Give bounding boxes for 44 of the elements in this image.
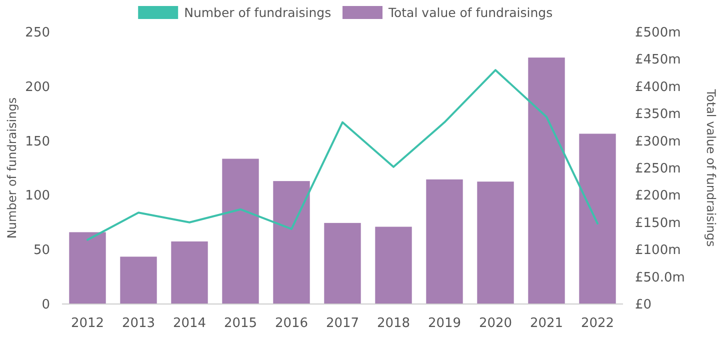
bar: [375, 226, 412, 304]
y2-tick-label: £150m: [635, 216, 681, 231]
bar: [324, 222, 361, 304]
bar: [222, 158, 259, 304]
line-series: [86, 69, 598, 241]
x-tick-label: 2021: [530, 316, 564, 331]
x-tick-label: 2020: [478, 316, 512, 331]
bar: [579, 134, 616, 304]
y-tick-label: 200: [25, 80, 50, 95]
x-tick-label: 2013: [122, 316, 156, 331]
bar: [69, 232, 106, 304]
y-tick-label: 0: [42, 298, 50, 312]
bar: [528, 58, 565, 304]
y-axis-title: Number of fundraisings: [5, 97, 19, 239]
y2-tick-label: £250m: [635, 162, 681, 176]
x-tick-label: 2012: [70, 316, 104, 331]
x-tick-label: 2014: [172, 316, 206, 331]
y2-tick-label: £50.0m: [635, 270, 685, 286]
y2-tick-label: £500m: [635, 26, 681, 40]
bar: [171, 241, 208, 304]
bar: [477, 182, 514, 304]
y2-tick-label: £0: [635, 298, 652, 312]
legend-label: Total value of fundraisings: [388, 5, 553, 20]
bar: [120, 256, 157, 304]
x-tick-label: 2022: [580, 316, 614, 331]
y2-tick-label: £100m: [635, 243, 681, 258]
y-tick-label: 250: [25, 26, 50, 40]
bar: [426, 179, 463, 304]
y2-tick-label: £450m: [635, 52, 681, 68]
x-tick-label: 2019: [428, 316, 462, 331]
bar: [273, 181, 310, 304]
y2-tick-label: £400m: [635, 80, 681, 95]
legend-label: Number of fundraisings: [184, 5, 332, 20]
x-tick-label: 2016: [274, 316, 308, 331]
y-tick-label: 150: [25, 134, 50, 150]
y2-axis-title: Total value of fundraisings: [704, 88, 718, 247]
y2-tick-label: £350m: [635, 107, 681, 122]
y-tick-label: 100: [25, 188, 50, 204]
x-tick-label: 2015: [224, 316, 258, 331]
y2-tick-label: £300m: [635, 134, 681, 150]
y-tick-label: 50: [33, 243, 50, 258]
x-tick-label: 2018: [376, 316, 410, 331]
x-tick-label: 2017: [326, 316, 360, 331]
y2-tick-label: £200m: [635, 188, 681, 204]
